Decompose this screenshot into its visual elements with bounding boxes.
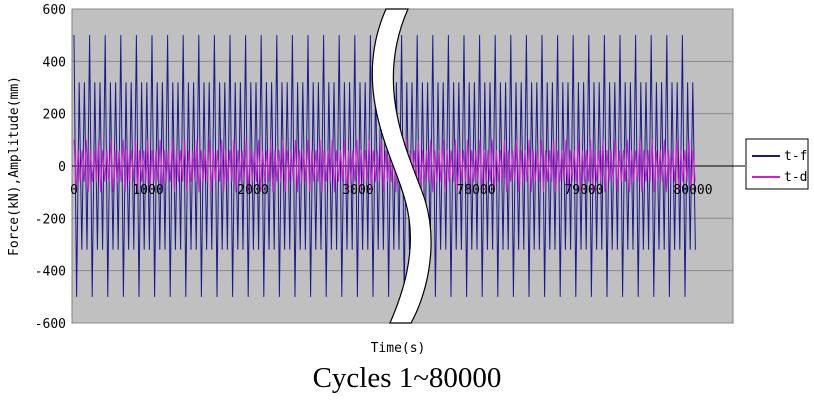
y-tick-label: -200 xyxy=(35,212,66,227)
y-tick-label: -600 xyxy=(35,317,66,332)
x-axis-label: Time(s) xyxy=(371,341,426,356)
x-tick-label: 2000 xyxy=(237,183,268,198)
y-tick-labels: 600 400 200 0 -200 -400 -600 xyxy=(35,3,66,332)
legend: t-f t-d xyxy=(745,138,809,190)
figure-caption: Cycles 1~80000 xyxy=(312,362,502,394)
x-tick-label: 80000 xyxy=(673,183,712,198)
y-tick-label: 400 xyxy=(43,55,66,70)
series-t-d-line xyxy=(73,139,696,193)
y-tick-label: 600 xyxy=(43,3,66,18)
y-axis-label: Force(kN),Amplitude(mm) xyxy=(7,76,22,256)
axis-break xyxy=(371,8,432,324)
series-path-t-d xyxy=(73,139,696,193)
x-tick-label: 78000 xyxy=(456,183,495,198)
axis-break-shape xyxy=(371,8,432,324)
legend-label-t-d: t-d xyxy=(784,170,807,185)
y-tick-label: 200 xyxy=(43,108,66,123)
legend-label-t-f: t-f xyxy=(784,149,807,164)
x-tick-label: 1000 xyxy=(132,183,163,198)
x-tick-label: 0 xyxy=(70,183,78,198)
y-tick-label: -400 xyxy=(35,265,66,280)
x-tick-label: 79000 xyxy=(564,183,603,198)
x-tick-labels: 0 1000 2000 3000 78000 79000 80000 xyxy=(70,183,712,198)
x-tick-label: 3000 xyxy=(342,183,373,198)
y-tick-label: 0 xyxy=(58,160,66,175)
legend-box xyxy=(745,138,809,190)
